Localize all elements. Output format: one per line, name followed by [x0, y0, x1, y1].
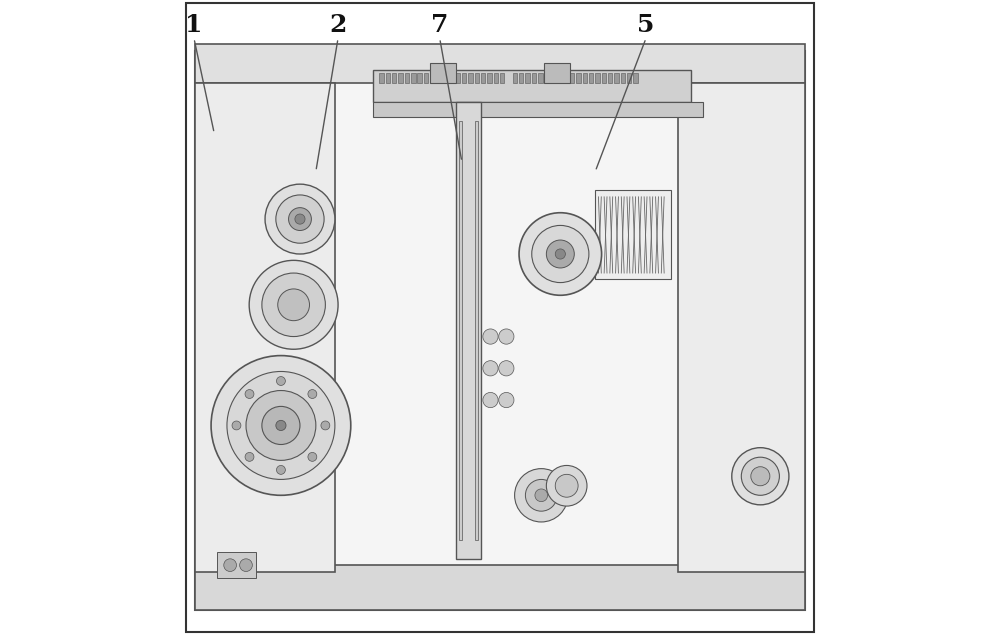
Bar — [678, 83, 805, 572]
Bar — [430, 64, 456, 83]
Bar — [621, 73, 625, 83]
Bar — [449, 73, 454, 83]
Bar — [487, 73, 492, 83]
Bar — [456, 73, 460, 83]
Circle shape — [546, 240, 574, 268]
Circle shape — [555, 474, 578, 497]
Bar — [525, 73, 530, 83]
Bar — [195, 565, 805, 610]
Circle shape — [240, 559, 252, 572]
Bar — [456, 102, 481, 559]
Bar — [373, 102, 703, 117]
Bar — [614, 73, 619, 83]
Bar — [500, 73, 504, 83]
Circle shape — [265, 184, 335, 254]
Bar — [576, 73, 581, 83]
Circle shape — [289, 208, 311, 231]
Circle shape — [262, 406, 300, 444]
Bar — [430, 73, 435, 83]
Circle shape — [276, 420, 286, 431]
Circle shape — [276, 377, 285, 385]
Bar — [475, 121, 478, 540]
Bar — [519, 73, 523, 83]
Bar — [564, 73, 568, 83]
Bar — [386, 73, 390, 83]
Bar — [608, 73, 612, 83]
Bar — [379, 73, 384, 83]
Circle shape — [295, 214, 305, 224]
Circle shape — [249, 260, 338, 349]
Circle shape — [308, 452, 317, 461]
Bar — [589, 73, 593, 83]
Bar — [544, 73, 549, 83]
Circle shape — [525, 479, 557, 511]
Circle shape — [246, 391, 316, 460]
Bar — [532, 73, 536, 83]
Circle shape — [321, 421, 330, 430]
Circle shape — [483, 329, 498, 344]
Text: 5: 5 — [637, 13, 655, 37]
Circle shape — [515, 469, 568, 522]
Bar — [417, 73, 422, 83]
Bar — [513, 73, 517, 83]
Bar — [627, 73, 631, 83]
Circle shape — [224, 559, 236, 572]
Bar — [459, 121, 462, 540]
Bar — [595, 73, 600, 83]
Circle shape — [245, 390, 254, 399]
Bar — [633, 73, 638, 83]
Bar — [570, 73, 574, 83]
Bar — [398, 73, 403, 83]
Circle shape — [532, 225, 589, 283]
Circle shape — [499, 361, 514, 376]
Circle shape — [555, 249, 565, 259]
Bar — [551, 73, 555, 83]
Bar — [195, 44, 805, 83]
Circle shape — [732, 448, 789, 505]
Circle shape — [546, 465, 587, 506]
Circle shape — [741, 457, 779, 495]
Bar — [443, 73, 447, 83]
Bar — [195, 83, 335, 572]
Bar — [392, 73, 396, 83]
Text: 1: 1 — [185, 13, 203, 37]
Circle shape — [499, 392, 514, 408]
Bar — [602, 73, 606, 83]
Bar — [217, 552, 256, 578]
Circle shape — [262, 273, 325, 337]
Bar — [468, 73, 473, 83]
Bar — [544, 64, 570, 83]
Circle shape — [308, 390, 317, 399]
Bar — [411, 73, 416, 83]
Bar — [424, 73, 428, 83]
Circle shape — [535, 489, 548, 502]
Bar — [475, 73, 479, 83]
Bar — [538, 73, 543, 83]
Bar — [481, 73, 485, 83]
Circle shape — [278, 289, 310, 321]
Bar — [583, 73, 587, 83]
Circle shape — [499, 329, 514, 344]
Circle shape — [519, 213, 602, 295]
Circle shape — [483, 361, 498, 376]
Circle shape — [276, 195, 324, 243]
Bar — [195, 51, 805, 610]
Circle shape — [227, 371, 335, 479]
Bar — [436, 73, 441, 83]
Bar — [462, 73, 466, 83]
Circle shape — [211, 356, 351, 495]
Text: 2: 2 — [329, 13, 347, 37]
Circle shape — [751, 467, 770, 486]
Circle shape — [245, 452, 254, 461]
Bar — [557, 73, 562, 83]
Bar — [373, 70, 690, 102]
Circle shape — [232, 421, 241, 430]
Text: 7: 7 — [431, 13, 448, 37]
Circle shape — [276, 465, 285, 474]
Bar — [405, 73, 409, 83]
Circle shape — [483, 392, 498, 408]
Bar — [595, 190, 671, 279]
Bar — [494, 73, 498, 83]
